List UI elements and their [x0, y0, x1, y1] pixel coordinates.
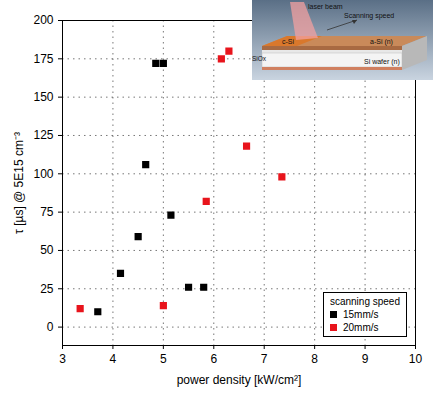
svg-text:10: 10 [409, 352, 423, 366]
svg-text:200: 200 [33, 13, 53, 27]
html-text:20mm/s: 20mm/s [342, 322, 379, 333]
svg-text:75: 75 [40, 205, 54, 219]
svg-text:7: 7 [261, 352, 268, 366]
svg-text:6: 6 [210, 352, 217, 366]
svg-text:50: 50 [40, 243, 54, 257]
svg-text:175: 175 [33, 52, 53, 66]
svg-text:c-Si: c-Si [282, 38, 295, 45]
svg-text:0: 0 [47, 320, 54, 334]
svg-text:3: 3 [59, 352, 66, 366]
svg-text:Si wafer (n): Si wafer (n) [364, 58, 400, 66]
svg-text:150: 150 [33, 90, 53, 104]
svg-text:power density [kW/cm²]: power density [kW/cm²] [177, 373, 302, 387]
svg-text:laser beam: laser beam [308, 3, 343, 10]
html-text:15mm/s: 15mm/s [342, 309, 379, 320]
html-text:scanning speed: scanning speed [329, 296, 400, 307]
svg-text:4: 4 [110, 352, 117, 366]
svg-text:5: 5 [160, 352, 167, 366]
svg-text:25: 25 [40, 282, 54, 296]
svg-text:τ [µs] @ 5E15 cm⁻³: τ [µs] @ 5E15 cm⁻³ [12, 132, 26, 234]
svg-text:100: 100 [33, 167, 53, 181]
svg-text:a-Si (n): a-Si (n) [370, 38, 393, 46]
svg-text:125: 125 [33, 128, 53, 142]
svg-text:8: 8 [311, 352, 318, 366]
svg-text:SiOx: SiOx [252, 55, 267, 62]
svg-text:Scanning speed: Scanning speed [344, 12, 394, 20]
svg-text:9: 9 [362, 352, 369, 366]
